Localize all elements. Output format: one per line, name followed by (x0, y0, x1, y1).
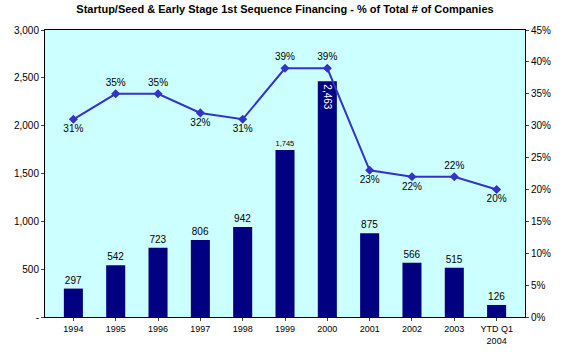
svg-text:1996: 1996 (148, 324, 168, 334)
svg-text:2002: 2002 (402, 324, 422, 334)
svg-text:22%: 22% (444, 160, 464, 171)
svg-text:10%: 10% (531, 248, 551, 259)
svg-text:1999: 1999 (275, 324, 295, 334)
svg-text:2,463: 2,463 (322, 84, 333, 109)
svg-text:35%: 35% (148, 77, 168, 88)
svg-text:20%: 20% (531, 184, 551, 195)
svg-text:2000: 2000 (317, 324, 337, 334)
svg-text:0%: 0% (531, 312, 546, 323)
svg-text:1997: 1997 (190, 324, 210, 334)
svg-text:31%: 31% (233, 123, 253, 134)
svg-text:30%: 30% (531, 120, 551, 131)
svg-text:1,000: 1,000 (14, 216, 39, 227)
svg-text:39%: 39% (275, 51, 295, 62)
svg-text:1998: 1998 (233, 324, 253, 334)
svg-text:875: 875 (361, 219, 378, 230)
svg-text:23%: 23% (360, 174, 380, 185)
svg-text:942: 942 (234, 213, 251, 224)
svg-text:2001: 2001 (360, 324, 380, 334)
svg-text:35%: 35% (106, 77, 126, 88)
svg-text:297: 297 (65, 275, 82, 286)
svg-text:515: 515 (446, 254, 463, 265)
svg-text:YTD Q12004: YTD Q12004 (480, 324, 513, 346)
svg-text:1995: 1995 (106, 324, 126, 334)
svg-text:22%: 22% (402, 181, 422, 192)
svg-text:31%: 31% (63, 123, 83, 134)
svg-text:126: 126 (488, 291, 505, 302)
svg-text:20%: 20% (487, 193, 507, 204)
svg-text:1994: 1994 (63, 324, 83, 334)
svg-text:-: - (36, 312, 39, 323)
svg-text:32%: 32% (190, 117, 210, 128)
svg-text:15%: 15% (531, 216, 551, 227)
svg-text:723: 723 (149, 234, 166, 245)
svg-text:542: 542 (107, 251, 124, 262)
svg-text:2,500: 2,500 (14, 72, 39, 83)
svg-text:2,000: 2,000 (14, 120, 39, 131)
svg-text:45%: 45% (531, 25, 551, 36)
svg-text:35%: 35% (531, 88, 551, 99)
svg-text:1,500: 1,500 (14, 168, 39, 179)
svg-text:3,000: 3,000 (14, 25, 39, 36)
svg-text:500: 500 (22, 264, 39, 275)
svg-text:40%: 40% (531, 56, 551, 67)
svg-text:2003: 2003 (444, 324, 464, 334)
svg-text:1,745: 1,745 (275, 139, 294, 148)
svg-text:39%: 39% (317, 51, 337, 62)
svg-text:Startup/Seed & Early Stage 1st: Startup/Seed & Early Stage 1st Sequence … (76, 3, 493, 15)
svg-text:25%: 25% (531, 152, 551, 163)
svg-text:806: 806 (192, 226, 209, 237)
svg-text:566: 566 (403, 249, 420, 260)
svg-text:5%: 5% (531, 280, 546, 291)
